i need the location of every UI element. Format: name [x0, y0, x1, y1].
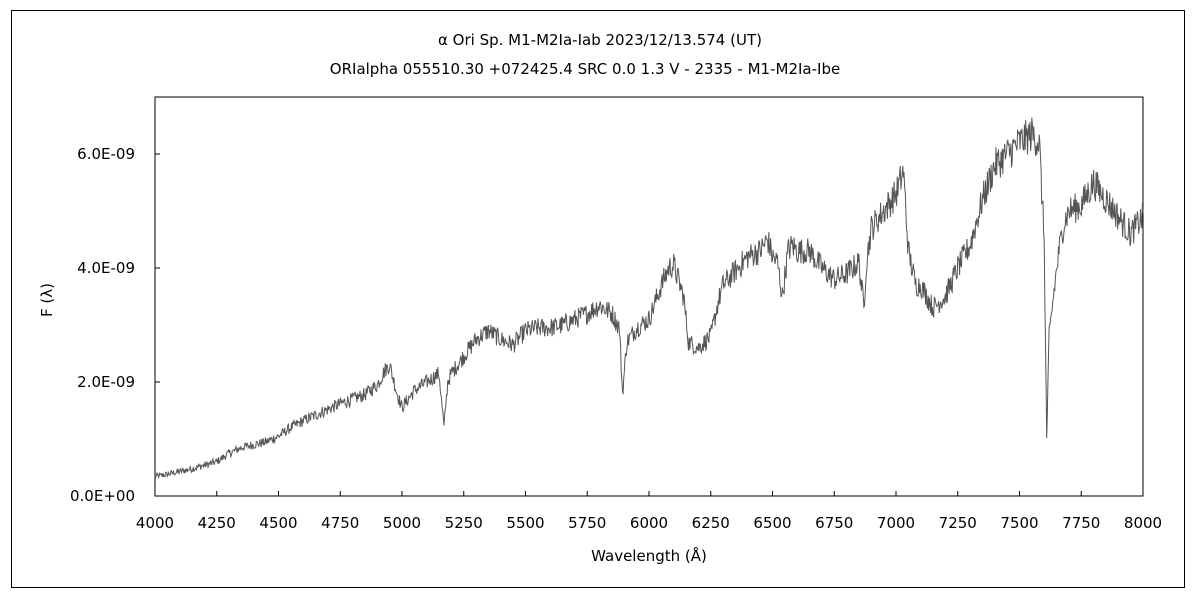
y-tick-label: 4.0E-09	[77, 259, 135, 277]
plot-area	[154, 96, 1144, 497]
spectrum-series-line	[154, 117, 1144, 480]
x-tick-label: 7250	[939, 514, 977, 532]
x-tick-label: 7500	[1000, 514, 1038, 532]
x-tick-label: 6500	[753, 514, 791, 532]
x-tick-label: 4500	[259, 514, 297, 532]
x-tick-label: 6750	[815, 514, 853, 532]
x-tick-label: 5250	[445, 514, 483, 532]
chart-frame	[11, 10, 1185, 588]
chart-subtitle: ORIalpha 055510.30 +072425.4 SRC 0.0 1.3…	[330, 60, 840, 78]
x-tick-label: 4000	[136, 514, 174, 532]
x-tick-label: 8000	[1124, 514, 1162, 532]
y-tick-label: 0.0E+00	[70, 487, 135, 505]
x-tick-label: 5500	[506, 514, 544, 532]
x-tick-label: 4750	[321, 514, 359, 532]
x-tick-label: 6000	[630, 514, 668, 532]
x-tick-label: 5000	[383, 514, 421, 532]
x-tick-label: 6250	[692, 514, 730, 532]
y-tick-label: 2.0E-09	[77, 373, 135, 391]
x-axis: 4000 4250 4500 4750 5000 5250 5500 5750 6000 6250…	[136, 491, 1162, 532]
y-axis: 0.0E+00 2.0E-09 4.0E-09 6.0E-09	[70, 145, 160, 505]
x-tick-label: 4250	[198, 514, 236, 532]
y-tick-label: 6.0E-09	[77, 145, 135, 163]
y-axis-label: F (λ)	[38, 283, 56, 317]
chart-title: α Ori Sp. M1-M2Ia-Iab 2023/12/13.574 (UT…	[438, 31, 762, 49]
x-tick-label: 7750	[1062, 514, 1100, 532]
x-tick-label: 5750	[568, 514, 606, 532]
x-axis-label: Wavelength (Å)	[591, 546, 707, 565]
x-tick-label: 7000	[877, 514, 915, 532]
